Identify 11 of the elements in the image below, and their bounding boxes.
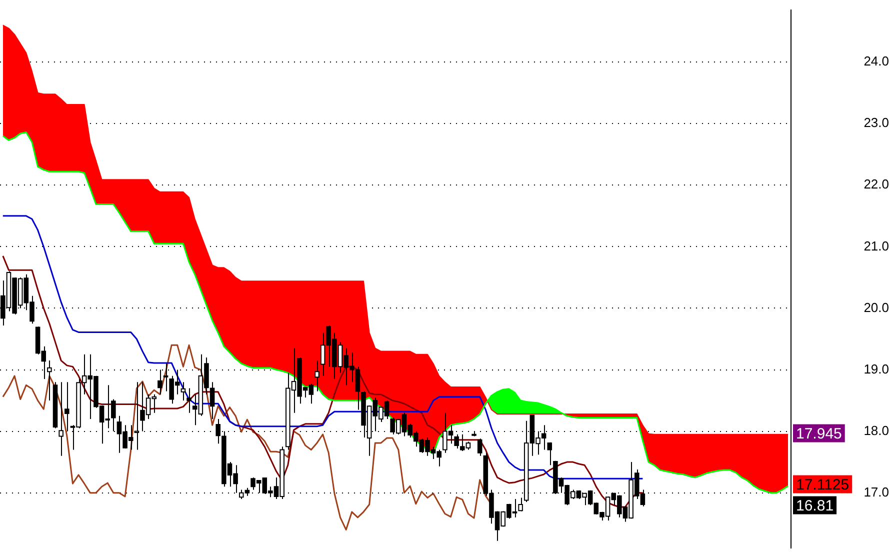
text: 17.945	[796, 425, 842, 442]
y-tick-label: 24.0	[864, 54, 889, 69]
y-tick-label: 19.0	[864, 361, 889, 376]
text: 17.1125	[796, 476, 850, 494]
y-tick-label: 21.0	[864, 238, 889, 254]
y-tick-label: 23.0	[864, 115, 889, 130]
y-tick-label: 18.0	[864, 422, 889, 438]
y-tick-label: 22.0	[864, 176, 889, 192]
text: 16.81	[796, 497, 834, 514]
y-tick-label: 17.0	[864, 484, 889, 500]
y-tick-label: 20.0	[864, 300, 889, 315]
